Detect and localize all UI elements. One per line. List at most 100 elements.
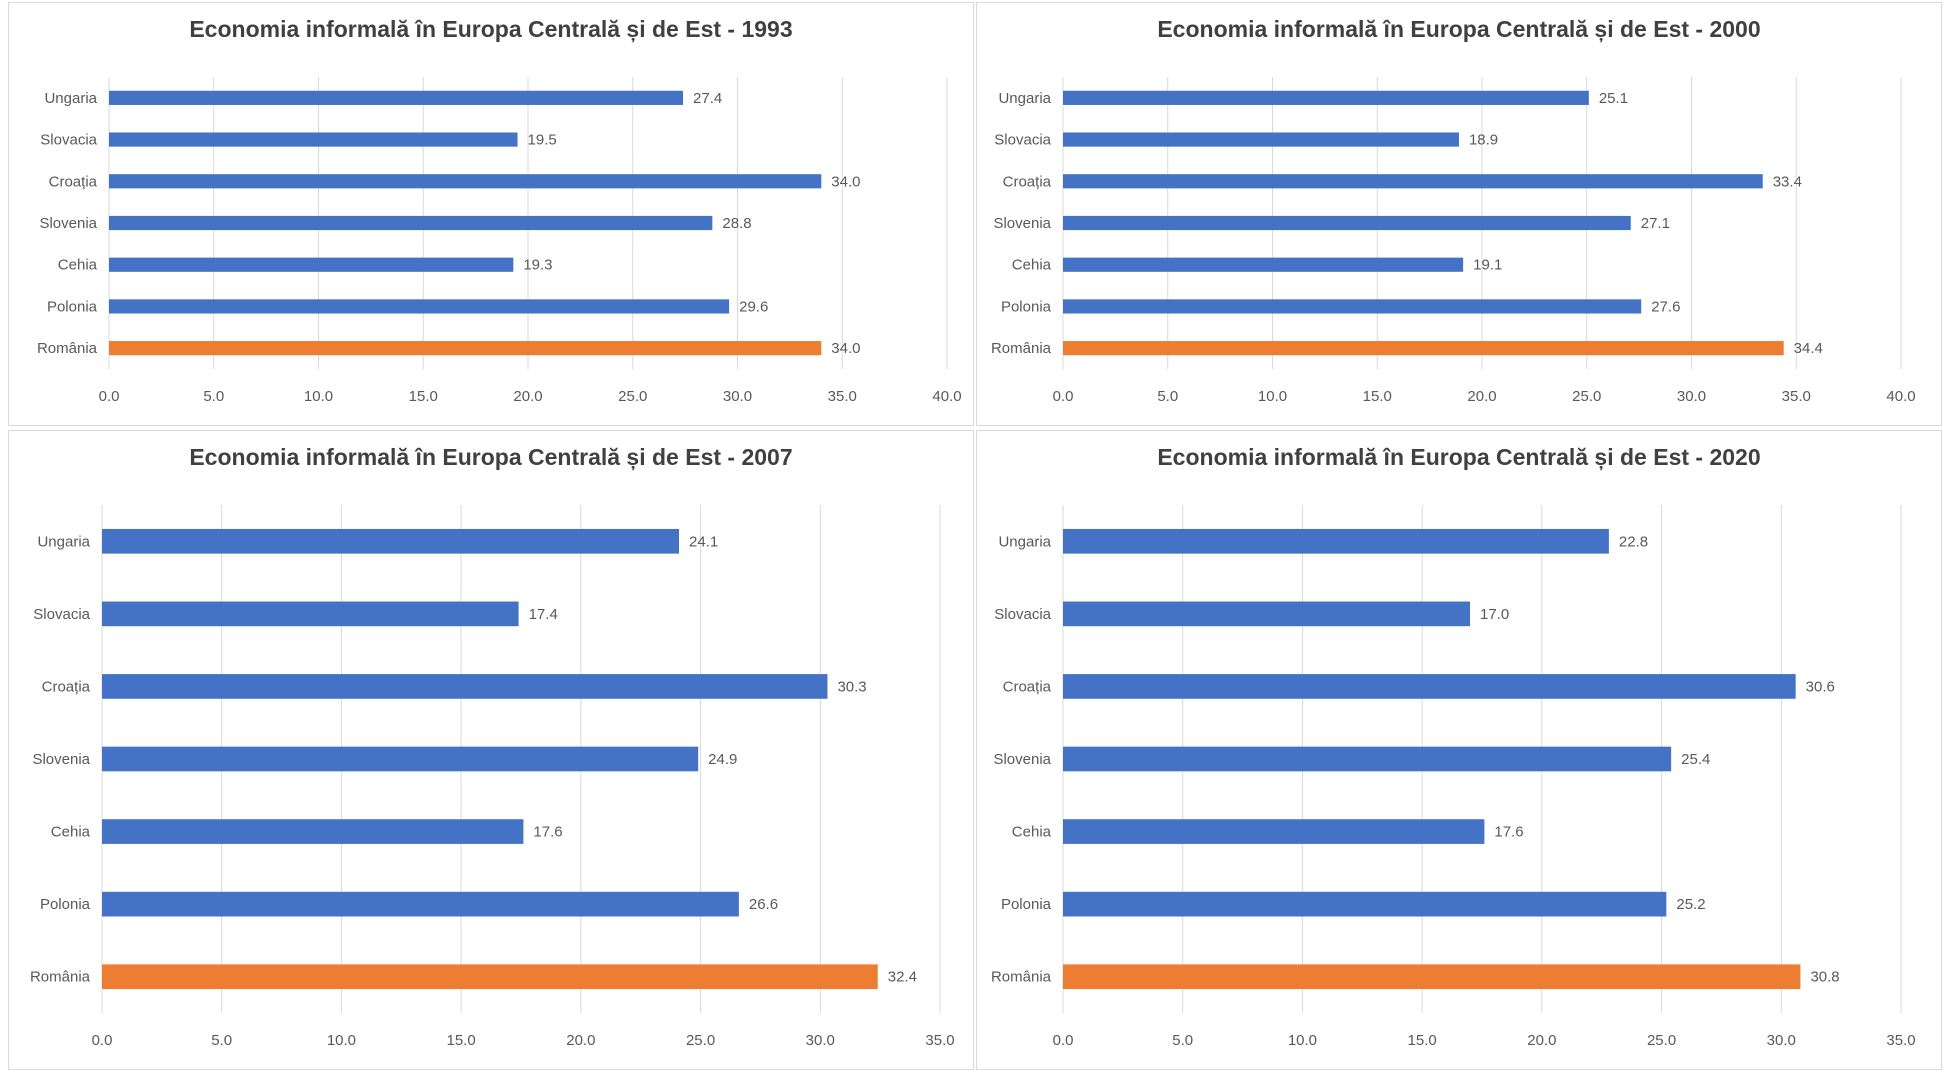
category-label: Cehia [1012,257,1052,274]
bar-cehia [109,257,514,272]
x-tick-label: 5.0 [211,1032,232,1049]
category-label: Ungaria [998,90,1051,107]
chart-svg: Economia informală în Europa Centrală și… [991,16,1916,405]
category-label: Slovenia [993,215,1051,232]
bar-ungaria [1063,90,1589,105]
x-tick-label: 30.0 [806,1032,835,1049]
data-label: 19.3 [523,257,552,274]
bar-slovenia [1063,746,1672,772]
data-label: 24.1 [689,533,718,550]
x-tick-label: 10.0 [1258,388,1287,405]
chart-title: Economia informală în Europa Centrală și… [189,444,792,471]
bar-croația [109,174,822,189]
bar-slovacia [1063,601,1471,627]
x-tick-label: 25.0 [1572,388,1601,405]
category-label: Slovenia [993,751,1051,768]
category-label: Cehia [58,257,98,274]
bar-polonia [1063,891,1667,917]
data-label: 30.6 [1806,678,1835,695]
x-tick-label: 20.0 [1467,388,1496,405]
chart-svg: Economia informală în Europa Centrală și… [30,444,955,1049]
category-label: Ungaria [37,533,90,550]
chart-title: Economia informală în Europa Centrală și… [189,16,792,43]
data-label: 22.8 [1619,533,1648,550]
category-label: România [991,969,1052,986]
category-label: Ungaria [44,90,97,107]
category-label: Polonia [47,298,98,315]
bar-slovenia [109,215,713,231]
data-label: 17.0 [1480,606,1509,623]
chart-panel-4: Economia informală în Europa Centrală și… [976,430,1942,1070]
category-label: Ungaria [998,533,1051,550]
bar-slovenia [102,746,699,772]
x-tick-label: 35.0 [1886,1032,1915,1049]
x-tick-label: 15.0 [447,1032,476,1049]
chart-svg: Economia informală în Europa Centrală și… [37,16,962,405]
bar-slovacia [109,132,518,147]
x-tick-label: 15.0 [409,388,438,405]
chart-svg: Economia informală în Europa Centrală și… [991,444,1916,1049]
x-tick-label: 5.0 [1172,1032,1193,1049]
bar-croația [1063,674,1796,699]
data-label: 27.6 [1651,298,1680,315]
data-label: 17.6 [1494,824,1523,841]
bar-cehia [1063,819,1485,844]
chart-panel-3: Economia informală în Europa Centrală și… [8,430,974,1070]
bar-slovenia [1063,215,1631,231]
data-label: 19.5 [528,132,557,149]
bar-polonia [102,891,739,917]
data-label: 27.4 [693,90,722,107]
data-label: 32.4 [888,969,917,986]
x-tick-label: 10.0 [1288,1032,1317,1049]
data-label: 24.9 [708,751,737,768]
bar-slovacia [1063,132,1459,147]
bar-românia [102,964,878,990]
category-label: România [30,969,91,986]
x-tick-label: 40.0 [932,388,961,405]
chart-title: Economia informală în Europa Centrală și… [1157,16,1760,43]
x-tick-label: 20.0 [1527,1032,1556,1049]
data-label: 25.1 [1599,90,1628,107]
bar-slovacia [102,601,519,627]
category-label: Croația [49,173,98,190]
bar-ungaria [109,90,684,105]
x-tick-label: 25.0 [1647,1032,1676,1049]
category-label: Slovacia [994,132,1051,149]
bar-cehia [1063,257,1464,272]
x-tick-label: 25.0 [618,388,647,405]
data-label: 33.4 [1773,173,1802,190]
data-label: 25.2 [1676,896,1705,913]
data-label: 17.6 [533,824,562,841]
x-tick-label: 25.0 [686,1032,715,1049]
bar-polonia [1063,299,1642,314]
x-tick-label: 0.0 [99,388,120,405]
category-label: Cehia [1012,824,1052,841]
category-label: Polonia [1001,298,1052,315]
data-label: 19.1 [1473,257,1502,274]
category-label: Slovenia [32,751,90,768]
x-tick-label: 30.0 [1677,388,1706,405]
data-label: 30.8 [1810,969,1839,986]
category-label: Croația [42,678,91,695]
category-label: Slovacia [994,606,1051,623]
bar-croația [102,674,828,699]
x-tick-label: 15.0 [1363,388,1392,405]
category-label: România [991,340,1052,357]
category-label: România [37,340,98,357]
data-label: 28.8 [722,215,751,232]
chart-panel-1: Economia informală în Europa Centrală și… [8,2,974,426]
bar-ungaria [102,528,680,554]
data-label: 27.1 [1641,215,1670,232]
x-tick-label: 10.0 [304,388,333,405]
x-tick-label: 10.0 [327,1032,356,1049]
data-label: 34.0 [831,340,860,357]
x-tick-label: 0.0 [1053,1032,1074,1049]
x-tick-label: 40.0 [1886,388,1915,405]
bar-românia [1063,341,1784,356]
data-label: 34.4 [1794,340,1823,357]
bar-românia [1063,964,1801,990]
data-label: 17.4 [529,606,558,623]
x-tick-label: 30.0 [723,388,752,405]
x-tick-label: 30.0 [1767,1032,1796,1049]
